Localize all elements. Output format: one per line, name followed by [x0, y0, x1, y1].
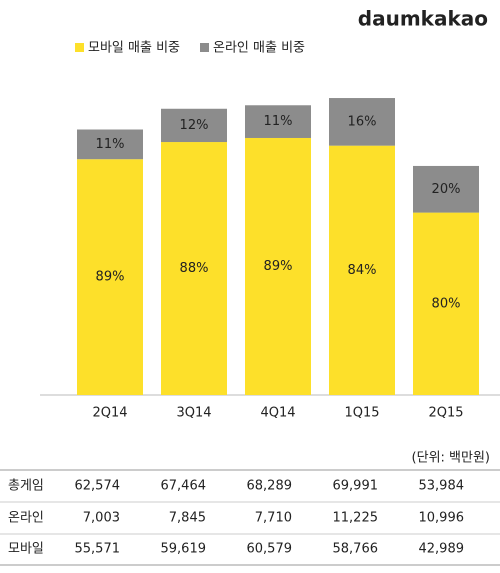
table-cell: 69,991 [333, 479, 379, 494]
table-cell: 62,574 [75, 479, 121, 494]
segment-label: 16% [348, 114, 377, 129]
table-cell: 10,996 [419, 511, 465, 526]
x-tick-label: 4Q14 [260, 406, 295, 421]
segment-label: 88% [180, 261, 209, 276]
segment-label: 89% [264, 259, 293, 274]
segment-label: 11% [96, 137, 125, 152]
bar-segment [161, 142, 227, 395]
bar-segment [161, 108, 227, 143]
table-cell: 55,571 [75, 542, 121, 557]
row-label: 모바일 [8, 542, 44, 557]
bar-segment [77, 159, 143, 395]
table-cell: 7,003 [83, 511, 120, 526]
legend-label: 온라인 매출 비중 [213, 41, 305, 56]
table-unit: (단위: 백만원) [412, 451, 490, 466]
table-cell: 59,619 [161, 542, 207, 557]
legend-label: 모바일 매출 비중 [88, 41, 180, 56]
bar-segment [77, 129, 143, 160]
x-tick-label: 2Q14 [92, 406, 127, 421]
table-cell: 7,845 [169, 511, 206, 526]
x-tick-label: 2Q15 [428, 406, 463, 421]
table-cell: 42,989 [419, 542, 465, 557]
bar-segment [245, 105, 311, 138]
segment-label: 12% [180, 118, 209, 133]
row-label: 총게임 [8, 479, 44, 494]
row-label: 온라인 [8, 511, 44, 526]
legend-swatch [75, 43, 84, 52]
x-tick-label: 3Q14 [176, 406, 211, 421]
table-cell: 67,464 [161, 479, 207, 494]
table-cell: 11,225 [333, 511, 379, 526]
segment-label: 20% [432, 182, 461, 197]
table-cell: 68,289 [247, 479, 293, 494]
table-cell: 58,766 [333, 542, 379, 557]
table-cell: 7,710 [255, 511, 292, 526]
segment-label: 84% [348, 263, 377, 278]
segment-label: 80% [432, 296, 461, 311]
x-tick-label: 1Q15 [344, 406, 379, 421]
table-cell: 60,579 [247, 542, 293, 557]
segment-label: 89% [96, 270, 125, 285]
bar-segment [413, 212, 479, 395]
brand-logo: daumkakao [358, 7, 488, 31]
legend-swatch [200, 43, 209, 52]
bar-segment [329, 145, 395, 395]
bar-segment [413, 165, 479, 213]
bar-segment [329, 98, 395, 146]
segment-label: 11% [264, 114, 293, 129]
bar-segment [245, 137, 311, 395]
table-cell: 53,984 [419, 479, 465, 494]
